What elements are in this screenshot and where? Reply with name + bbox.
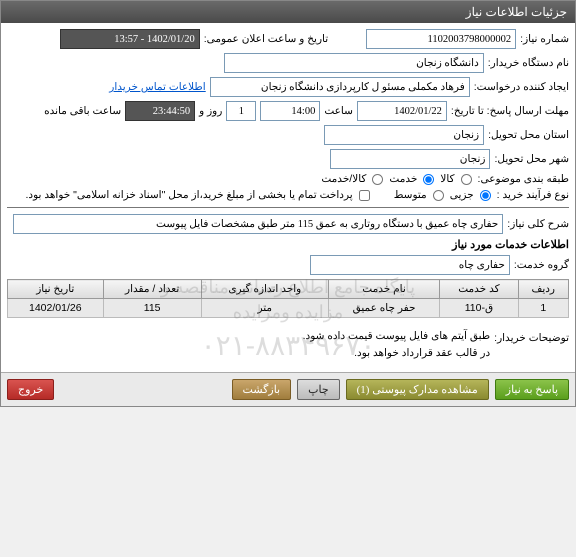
requester-label: ایجاد کننده درخواست: bbox=[474, 81, 569, 93]
deadline-days: 1 bbox=[226, 101, 256, 121]
cell-date: 1402/01/26 bbox=[8, 299, 104, 318]
col-unit: واحد اندازه گیری bbox=[201, 280, 328, 299]
province-label: استان محل تحویل: bbox=[488, 129, 569, 141]
service-group-label: گروه خدمت: bbox=[514, 259, 569, 271]
reply-button[interactable]: پاسخ به نیاز bbox=[495, 379, 569, 400]
table-row: 1 ق-110 حفر چاه عمیق متر 115 1402/01/26 bbox=[8, 299, 569, 318]
back-button[interactable]: بازگشت bbox=[232, 379, 292, 400]
buyer-org-label: نام دستگاه خریدار: bbox=[488, 57, 569, 69]
deadline-remain-label: ساعت باقی مانده bbox=[44, 105, 121, 117]
footer-toolbar: پاسخ به نیاز مشاهده مدارک پیوستی (1) چاپ… bbox=[1, 372, 575, 406]
col-date: تاریخ نیاز bbox=[8, 280, 104, 299]
form-content: شماره نیاز: 1102003798000002 تاریخ و ساع… bbox=[1, 23, 575, 372]
buyer-org-field: دانشگاه زنجان bbox=[224, 53, 484, 73]
purchase-jozei-radio[interactable] bbox=[480, 190, 491, 201]
need-details-window: جزئیات اطلاعات نیاز شماره نیاز: 11020037… bbox=[0, 0, 576, 407]
section-separator-1 bbox=[7, 207, 569, 208]
announce-label: تاریخ و ساعت اعلان عمومی: bbox=[204, 33, 328, 45]
deadline-date: 1402/01/22 bbox=[357, 101, 447, 121]
exit-button[interactable]: خروج bbox=[7, 379, 54, 400]
cell-idx: 1 bbox=[518, 299, 569, 318]
subject-kala-label: کالا bbox=[440, 173, 454, 185]
buyer-notes-line2: در قالب عقد قرارداد خواهد بود. bbox=[303, 345, 491, 362]
buyer-contact-link[interactable]: اطلاعات تماس خریدار bbox=[109, 81, 205, 93]
subject-class-label: طبقه بندی موضوعی: bbox=[478, 173, 569, 185]
deadline-label: مهلت ارسال پاسخ: تا تاریخ: bbox=[451, 105, 569, 117]
services-section-title: اطلاعات خدمات مورد نیاز bbox=[7, 238, 569, 251]
city-field: زنجان bbox=[330, 149, 490, 169]
purchase-motavaset-radio[interactable] bbox=[433, 190, 444, 201]
subject-both-radio[interactable] bbox=[372, 174, 383, 185]
view-attachments-button[interactable]: مشاهده مدارک پیوستی (1) bbox=[346, 379, 489, 400]
city-label: شهر محل تحویل: bbox=[494, 153, 569, 165]
need-no-field: 1102003798000002 bbox=[366, 29, 516, 49]
print-button[interactable]: چاپ bbox=[297, 379, 340, 400]
subject-kala-radio[interactable] bbox=[461, 174, 472, 185]
cell-qty: 115 bbox=[103, 299, 201, 318]
pay-note-label: پرداخت تمام یا بخشی از مبلغ خرید،از محل … bbox=[26, 189, 353, 201]
col-qty: تعداد / مقدار bbox=[103, 280, 201, 299]
announce-field: 1402/01/20 - 13:57 bbox=[60, 29, 200, 49]
cell-code: ق-110 bbox=[440, 299, 518, 318]
need-no-label: شماره نیاز: bbox=[520, 33, 569, 45]
services-table: ردیف کد خدمت نام خدمت واحد اندازه گیری ت… bbox=[7, 279, 569, 318]
need-desc-label: شرح کلی نیاز: bbox=[507, 218, 569, 230]
table-section: ردیف کد خدمت نام خدمت واحد اندازه گیری ت… bbox=[7, 279, 569, 362]
subject-khad-label: خدمت bbox=[389, 173, 417, 185]
purchase-jozei-label: جزیی bbox=[450, 189, 474, 201]
buyer-notes-line1: طبق آیتم های فایل پیوست قیمت داده شود. bbox=[303, 328, 491, 345]
service-group-field: حفاری چاه bbox=[310, 255, 510, 275]
cell-name: حفر چاه عمیق bbox=[328, 299, 440, 318]
subject-both-label: کالا/خدمت bbox=[321, 173, 366, 185]
province-field: زنجان bbox=[324, 125, 484, 145]
subject-khad-radio[interactable] bbox=[423, 174, 434, 185]
window-title: جزئیات اطلاعات نیاز bbox=[466, 5, 567, 19]
buyer-notes-text: طبق آیتم های فایل پیوست قیمت داده شود. د… bbox=[303, 328, 491, 362]
col-idx: ردیف bbox=[518, 280, 569, 299]
deadline-days-label: روز و bbox=[199, 105, 222, 117]
col-name: نام خدمت bbox=[328, 280, 440, 299]
treasury-checkbox[interactable] bbox=[359, 190, 370, 201]
deadline-time-label: ساعت bbox=[324, 105, 353, 117]
col-code: کد خدمت bbox=[440, 280, 518, 299]
cell-unit: متر bbox=[201, 299, 328, 318]
purchase-type-label: نوع فرآیند خرید : bbox=[497, 189, 569, 201]
need-desc-field: حفاری چاه عمیق با دستگاه روتاری به عمق 1… bbox=[13, 214, 503, 234]
deadline-remain: 23:44:50 bbox=[125, 101, 195, 121]
table-header-row: ردیف کد خدمت نام خدمت واحد اندازه گیری ت… bbox=[8, 280, 569, 299]
deadline-time: 14:00 bbox=[260, 101, 320, 121]
buyer-notes-label: توضیحات خریدار: bbox=[494, 328, 569, 344]
purchase-motavaset-label: متوسط bbox=[394, 189, 427, 201]
window-titlebar: جزئیات اطلاعات نیاز bbox=[1, 1, 575, 23]
requester-field: فرهاد مکملی مسئو ل کارپردازی دانشگاه زنج… bbox=[210, 77, 470, 97]
